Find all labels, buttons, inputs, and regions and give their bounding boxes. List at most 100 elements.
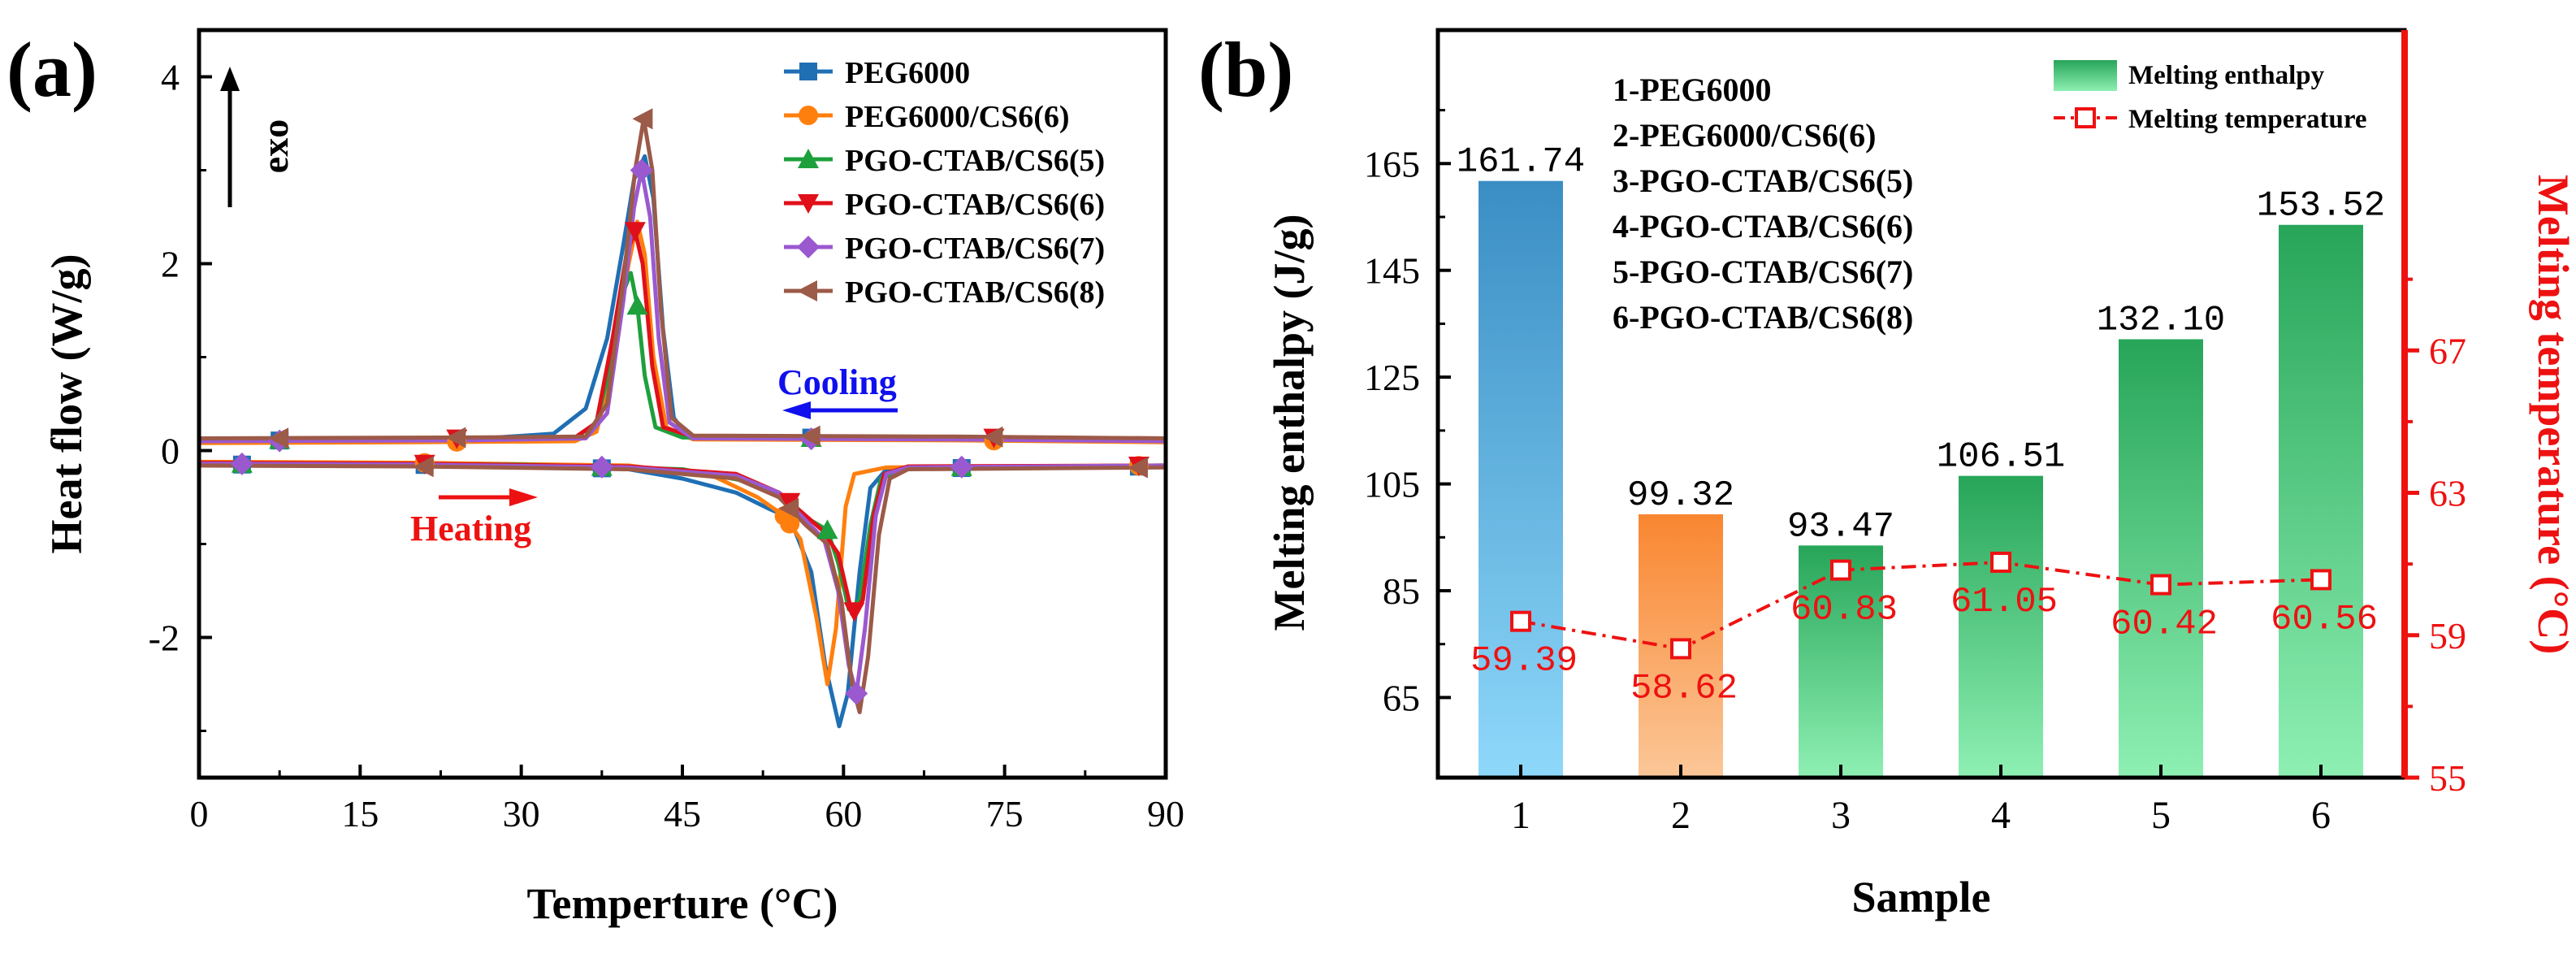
x-tick-label-b-5: 6 bbox=[2311, 794, 2331, 837]
cooling-arrow bbox=[782, 401, 898, 419]
bar-value-label-5: 132.10 bbox=[2097, 300, 2225, 340]
y2-tick-label-b-3: 67 bbox=[2429, 330, 2466, 371]
y-tick-label-b-4: 145 bbox=[1364, 250, 1420, 292]
temperature-point-5 bbox=[2150, 574, 2171, 596]
x-axis-label-b: Sample bbox=[1851, 873, 1990, 921]
panel-a: (a) 0 15 30 45 60 75 90 -2 0 2 4 Temperture (°C) H… bbox=[6, 26, 1184, 928]
y2-tick-label-b-2: 63 bbox=[2429, 473, 2466, 514]
sample-list: 1-PEG6000 2-PEG6000/CS6(6) 3-PGO-CTAB/CS6(… bbox=[1613, 72, 1913, 336]
temperature-point-3 bbox=[1830, 559, 1851, 581]
legend-marker-a-2 bbox=[798, 149, 819, 168]
sample-list-item-1: 1-PEG6000 bbox=[1613, 72, 1772, 108]
y-axis-label-a: Heat flow (W/g) bbox=[42, 254, 91, 554]
axes-frame-a bbox=[197, 28, 1168, 780]
marker-peak-heating-series-3-0 bbox=[843, 602, 865, 622]
marker-peak-heating-series-2-0 bbox=[816, 519, 838, 540]
legend-b: Melting enthalpy Melting temperature bbox=[2054, 60, 2367, 134]
temperature-point-4 bbox=[1990, 551, 2011, 573]
marker-peak-cooling-series-5-0 bbox=[632, 108, 653, 130]
cooling-label: Cooling bbox=[777, 362, 897, 402]
x-tick-label-a-0: 0 bbox=[190, 793, 209, 834]
axis-ticks-b: 1 2 3 4 5 6 65 85 105 125 145 165 55 59 63 67 bbox=[1364, 109, 2466, 837]
curve-heating-series-5 bbox=[198, 463, 1167, 714]
y-tick-label-b-1: 85 bbox=[1383, 570, 1420, 612]
sample-list-item-3: 3-PGO-CTAB/CS6(5) bbox=[1613, 163, 1913, 199]
marker-cooling-series-5-2 bbox=[799, 425, 820, 447]
y2-axis-label-b: Melting temperature (°C) bbox=[2529, 175, 2576, 654]
temperature-point-2 bbox=[1670, 638, 1691, 660]
marker-cooling-series-5-1 bbox=[445, 427, 466, 449]
curve-heating-series-1 bbox=[198, 459, 1167, 687]
temperature-value-label-2: 58.62 bbox=[1630, 668, 1738, 709]
plot-area-b: 161.74 99.32 93.47 106.51 132.10 153.52 59.39 5… bbox=[1457, 142, 2385, 778]
x-tick-label-b-3: 4 bbox=[1991, 794, 2011, 837]
y2-tick-label-b-1: 59 bbox=[2429, 615, 2466, 657]
bar-1 bbox=[1478, 180, 1563, 778]
temperature-point-6 bbox=[2310, 569, 2331, 591]
legend-a: PEG6000 PEG6000/CS6(6) PGO-CTAB/CS6(5) PGO-… bbox=[784, 56, 1105, 310]
marker-peak-cooling-series-4-0 bbox=[630, 158, 653, 182]
axis-ticks-a: 0 15 30 45 60 75 90 -2 0 2 4 bbox=[149, 57, 1184, 835]
legend-label-enthalpy: Melting enthalpy bbox=[2128, 61, 2325, 90]
marker-heating-series-5-5 bbox=[1127, 457, 1148, 479]
legend-label-a-3: PGO-CTAB/CS6(6) bbox=[845, 188, 1105, 222]
sample-list-item-2: 2-PEG6000/CS6(6) bbox=[1613, 117, 1876, 154]
bar-6 bbox=[2279, 224, 2363, 778]
legend-marker-a-3 bbox=[798, 194, 819, 214]
legend-label-temperature: Melting temperature bbox=[2128, 105, 2367, 134]
temperature-value-label-5: 60.42 bbox=[2111, 605, 2218, 645]
x-tick-label-a-2: 30 bbox=[503, 793, 540, 834]
marker-peak-cooling-series-3-0 bbox=[624, 222, 646, 242]
legend-marker-a-4 bbox=[797, 236, 820, 258]
bar-4 bbox=[1959, 475, 2043, 778]
x-tick-label-a-5: 75 bbox=[986, 793, 1024, 834]
marker-cooling-series-5-3 bbox=[982, 426, 1003, 448]
x-tick-label-b-1: 2 bbox=[1671, 794, 1691, 837]
y-tick-label-a-1: 0 bbox=[161, 431, 180, 472]
y-axis-label-b: Melting enthalpy (J/g) bbox=[1265, 215, 1314, 631]
y-tick-label-b-3: 125 bbox=[1364, 357, 1420, 398]
curve-heating-series-4 bbox=[198, 462, 1167, 696]
legend-label-a-4: PGO-CTAB/CS6(7) bbox=[845, 232, 1105, 266]
legend-label-a-2: PGO-CTAB/CS6(5) bbox=[845, 144, 1105, 178]
y-tick-label-b-0: 65 bbox=[1383, 677, 1420, 718]
sample-list-item-4: 4-PGO-CTAB/CS6(6) bbox=[1613, 208, 1913, 245]
temperature-value-label-6: 60.56 bbox=[2271, 599, 2378, 639]
marker-heating-series-4-0 bbox=[230, 452, 253, 475]
bar-value-label-6: 153.52 bbox=[2257, 186, 2385, 227]
legend-label-a-0: PEG6000 bbox=[845, 56, 970, 90]
legend-marker-a-5 bbox=[797, 280, 817, 301]
sample-list-item-6: 6-PGO-CTAB/CS6(8) bbox=[1613, 299, 1913, 336]
curve-heating-series-2 bbox=[198, 462, 1167, 612]
legend-marker-a-1 bbox=[799, 106, 818, 125]
exo-arrow bbox=[220, 67, 240, 207]
y-tick-label-a-2: 2 bbox=[161, 244, 180, 285]
curve-heating-series-3 bbox=[198, 461, 1167, 617]
temperature-value-label-1: 59.39 bbox=[1470, 641, 1578, 682]
bar-value-label-2: 99.32 bbox=[1627, 475, 1734, 516]
x-tick-label-a-3: 45 bbox=[664, 793, 701, 834]
marker-heating-series-4-2 bbox=[590, 455, 613, 479]
heating-arrow bbox=[439, 488, 538, 506]
marker-heating-series-5-1 bbox=[413, 456, 434, 478]
marker-heating-series-5-3 bbox=[778, 497, 799, 519]
panel-b-label: (b) bbox=[1198, 26, 1293, 113]
marker-peak-heating-series-4-0 bbox=[845, 682, 868, 705]
x-tick-label-a-6: 90 bbox=[1147, 793, 1184, 834]
marker-cooling-series-5-0 bbox=[268, 427, 289, 449]
plot-area-a bbox=[198, 108, 1167, 729]
x-tick-label-a-4: 60 bbox=[825, 793, 862, 834]
bar-value-label-1: 161.74 bbox=[1457, 142, 1585, 183]
x-axis-label-a: Temperture (°C) bbox=[526, 879, 838, 928]
x-tick-label-b-2: 3 bbox=[1831, 794, 1851, 837]
bar-5 bbox=[2119, 339, 2203, 778]
legend-label-a-1: PEG6000/CS6(6) bbox=[845, 100, 1070, 134]
curve-heating-series-0 bbox=[199, 462, 1167, 729]
marker-heating-series-4-4 bbox=[950, 455, 973, 479]
temperature-value-label-3: 60.83 bbox=[1790, 590, 1898, 631]
heating-label: Heating bbox=[410, 509, 531, 548]
exo-label: exo bbox=[254, 119, 296, 173]
legend-label-a-5: PGO-CTAB/CS6(8) bbox=[845, 275, 1105, 310]
sample-list-item-5: 5-PGO-CTAB/CS6(7) bbox=[1613, 254, 1913, 290]
